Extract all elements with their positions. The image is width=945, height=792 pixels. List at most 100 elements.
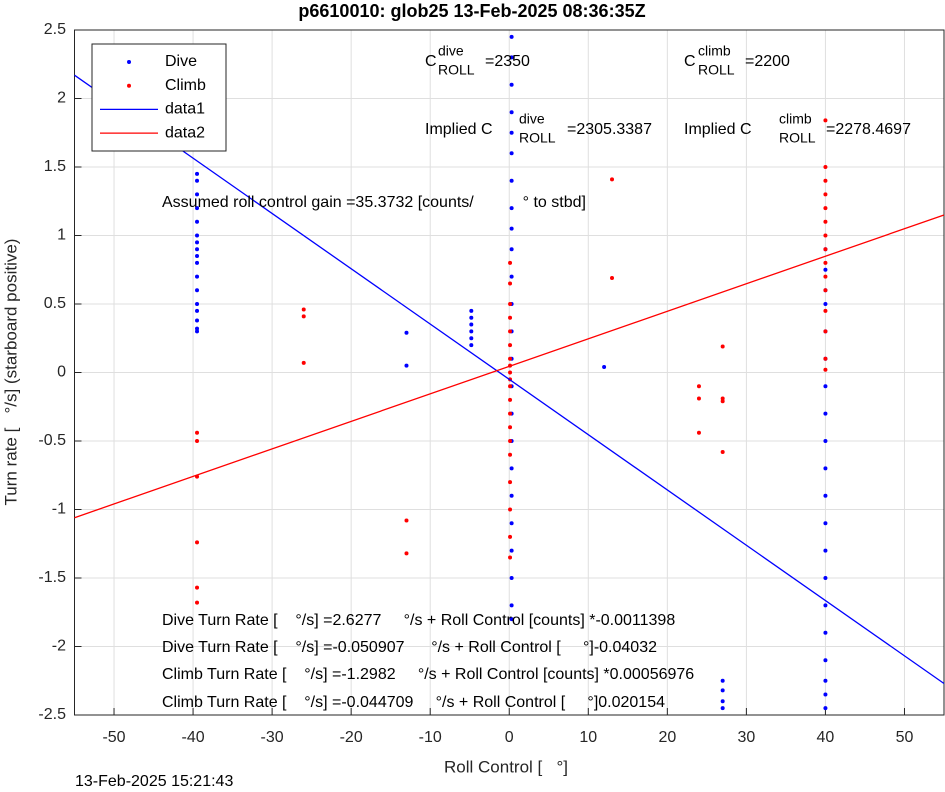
point [508, 507, 513, 512]
point [823, 178, 828, 183]
annotation-sub: ROLL [779, 130, 816, 146]
point [720, 699, 725, 704]
point [195, 254, 200, 259]
legend-label: data1 [165, 101, 205, 118]
point [195, 540, 200, 545]
point [823, 274, 828, 279]
point [195, 171, 200, 176]
legend-marker [127, 60, 131, 64]
point [301, 314, 306, 319]
legend-marker [127, 83, 131, 88]
annotation: Climb Turn Rate [ °/s] =-0.044709 °/s + … [162, 694, 665, 711]
y-tick-label: 1 [57, 227, 66, 244]
point [823, 118, 828, 123]
fit-line [74, 74, 945, 685]
point [469, 329, 474, 334]
annotation: Implied C [425, 121, 493, 138]
annotation: Implied C [684, 121, 752, 138]
point [720, 706, 725, 711]
annotation-sub: ROLL [438, 62, 475, 78]
point [404, 363, 409, 368]
annotation: C [684, 53, 696, 70]
point [301, 307, 306, 312]
point [823, 692, 828, 697]
point [404, 518, 409, 523]
x-tick-label: -50 [102, 729, 125, 746]
annotation-sub: ROLL [519, 130, 556, 146]
point [509, 206, 514, 211]
point [508, 439, 513, 443]
point [823, 521, 828, 526]
annotation: Dive Turn Rate [ °/s] =2.6277 °/s + Roll… [162, 612, 675, 629]
point [720, 678, 725, 683]
point [195, 326, 200, 331]
point [508, 370, 513, 375]
point [508, 315, 513, 320]
point [195, 219, 200, 224]
point [508, 343, 513, 348]
point [720, 449, 725, 454]
y-tick-label: 2 [57, 90, 66, 107]
y-tick-label: 2.5 [44, 21, 66, 38]
point [509, 82, 514, 87]
point [823, 630, 828, 635]
annotation-sub: ROLL [698, 62, 735, 78]
point [696, 396, 701, 401]
annotation: Dive Turn Rate [ °/s] =-0.050907 °/s + R… [162, 639, 657, 656]
annotation: Assumed roll control gain =35.3732 [coun… [162, 194, 586, 211]
point [469, 322, 474, 327]
footer: 13-Feb-2025 15:21:43 [75, 773, 233, 790]
point [195, 585, 200, 590]
point [823, 658, 828, 663]
point [823, 603, 828, 608]
point [508, 281, 513, 286]
point [195, 318, 200, 323]
point [508, 384, 513, 389]
legend-label: Dive [165, 53, 197, 70]
point [509, 55, 514, 60]
annotation: C [425, 53, 437, 70]
point [469, 343, 474, 348]
point [823, 367, 828, 372]
point [823, 576, 828, 580]
point [508, 425, 513, 430]
point [195, 430, 200, 435]
point [404, 551, 409, 556]
point [720, 688, 725, 693]
annotation-sup: climb [698, 43, 731, 59]
x-tick-label: -20 [340, 729, 363, 746]
point [508, 356, 513, 361]
point [509, 603, 514, 608]
y-tick-label: 0 [57, 364, 66, 381]
point [195, 439, 200, 443]
fit-line [74, 214, 945, 519]
annotation-sup: dive [519, 111, 545, 127]
x-tick-label: -30 [261, 729, 284, 746]
y-tick-label: 0.5 [44, 295, 66, 312]
point [508, 555, 513, 560]
point [509, 226, 514, 231]
annotation: =2200 [745, 53, 790, 70]
point [195, 260, 200, 265]
x-axis-label: Roll Control [ °] [444, 757, 568, 776]
point [823, 308, 828, 313]
point [509, 521, 514, 526]
point [823, 548, 828, 553]
point [508, 411, 513, 416]
point [469, 315, 474, 320]
point [195, 233, 200, 238]
x-tick-label: 10 [579, 729, 597, 746]
point [823, 288, 828, 293]
annotation: =2350 [485, 53, 530, 70]
point [720, 396, 725, 401]
x-tick-label: 20 [658, 729, 676, 746]
annotation-sup: climb [779, 111, 812, 127]
point [469, 308, 474, 313]
point [509, 110, 514, 115]
point [509, 617, 514, 622]
point [509, 576, 514, 580]
plot-frame [74, 29, 945, 716]
y-tick-label: -0.5 [38, 432, 66, 449]
point [823, 329, 828, 334]
